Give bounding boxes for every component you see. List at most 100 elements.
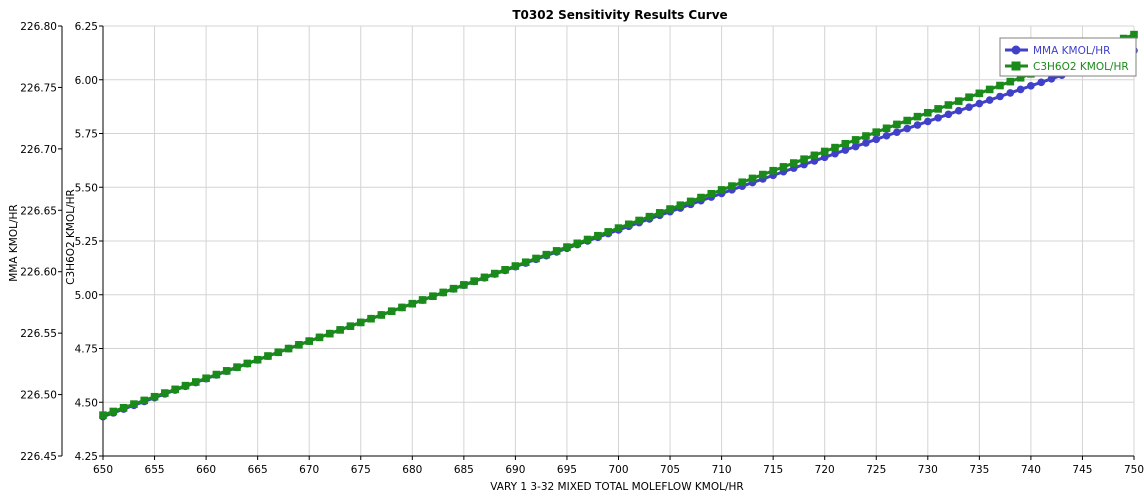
data-point-square bbox=[841, 139, 850, 148]
data-point-square bbox=[449, 284, 458, 293]
data-point-circle bbox=[1027, 82, 1035, 90]
data-point-square bbox=[810, 151, 819, 160]
x-tick-label: 710 bbox=[712, 464, 732, 476]
x-tick-label: 740 bbox=[1021, 464, 1041, 476]
data-point-square bbox=[820, 147, 829, 156]
data-point-square bbox=[903, 116, 911, 125]
data-point-circle bbox=[996, 92, 1004, 101]
data-point-circle bbox=[1016, 85, 1025, 94]
y2-tick-label: 4.75 bbox=[75, 344, 98, 356]
data-point-square bbox=[439, 288, 448, 297]
x-tick-label: 670 bbox=[299, 464, 319, 476]
data-point-square bbox=[480, 273, 489, 282]
x-tick-label: 660 bbox=[196, 464, 216, 476]
legend-entry-c3h6o2: C3H6O2 KMOL/HR bbox=[1005, 61, 1129, 73]
x-tick-label: 745 bbox=[1072, 464, 1092, 476]
data-point-square bbox=[274, 348, 283, 357]
data-point-square bbox=[625, 220, 633, 229]
x-tick-label: 750 bbox=[1124, 464, 1144, 476]
data-point-circle bbox=[913, 121, 922, 129]
data-point-square bbox=[99, 411, 107, 419]
data-point-square bbox=[604, 228, 612, 236]
data-point-square bbox=[377, 311, 386, 319]
data-point-square bbox=[429, 292, 437, 300]
data-point-circle bbox=[934, 114, 942, 122]
x-tick-label: 665 bbox=[248, 464, 268, 476]
data-point-circle bbox=[965, 103, 973, 111]
data-point-circle bbox=[1037, 78, 1046, 87]
data-point-square bbox=[191, 378, 200, 386]
data-point-square bbox=[130, 400, 138, 408]
data-point-square bbox=[655, 209, 664, 217]
data-point-square bbox=[666, 205, 674, 213]
data-point-square bbox=[336, 326, 344, 334]
data-point-circle bbox=[831, 149, 839, 158]
data-point-square bbox=[284, 344, 293, 353]
data-point-square bbox=[1130, 30, 1138, 39]
data-point-square bbox=[614, 224, 623, 232]
x-tick-label: 695 bbox=[557, 464, 577, 476]
data-point-square bbox=[759, 170, 767, 179]
data-point-square bbox=[985, 85, 994, 94]
data-point-circle bbox=[893, 128, 901, 136]
data-point-circle bbox=[1006, 89, 1015, 97]
data-point-square bbox=[975, 89, 984, 98]
data-point-square bbox=[315, 333, 324, 342]
x-tick-label: 735 bbox=[969, 464, 989, 476]
data-point-square bbox=[645, 212, 654, 221]
y1-tick-label: 226.80 bbox=[20, 21, 57, 33]
data-point-square bbox=[573, 239, 582, 248]
data-point-square bbox=[398, 303, 406, 312]
data-point-square bbox=[460, 281, 468, 289]
y2-tick-label: 5.75 bbox=[75, 129, 98, 141]
data-point-square bbox=[150, 392, 159, 401]
data-point-square bbox=[789, 159, 798, 167]
x-tick-label: 650 bbox=[93, 464, 113, 476]
x-tick-label: 685 bbox=[454, 464, 474, 476]
x-tick-label: 680 bbox=[402, 464, 422, 476]
x-tick-label: 730 bbox=[918, 464, 938, 476]
data-point-square bbox=[233, 363, 241, 371]
data-point-square bbox=[748, 174, 757, 183]
x-tick-label: 705 bbox=[660, 464, 680, 476]
data-point-square bbox=[326, 329, 334, 338]
y1-tick-label: 226.65 bbox=[20, 205, 57, 217]
data-point-square bbox=[583, 235, 592, 244]
data-point-square bbox=[305, 337, 313, 345]
data-point-square bbox=[243, 359, 252, 368]
data-point-square bbox=[1006, 77, 1015, 86]
data-point-square bbox=[934, 105, 942, 113]
data-point-square bbox=[501, 266, 509, 274]
data-point-circle bbox=[975, 99, 984, 108]
data-point-square bbox=[356, 318, 365, 327]
legend-label-mma: MMA KMOL/HR bbox=[1033, 45, 1110, 57]
y2-tick-label: 5.50 bbox=[75, 182, 98, 194]
data-point-square bbox=[563, 243, 571, 251]
chart-title: T0302 Sensitivity Results Curve bbox=[512, 8, 727, 22]
data-point-square bbox=[222, 367, 231, 375]
data-point-square bbox=[119, 403, 128, 412]
y1-axis-label: MMA KMOL/HR bbox=[8, 204, 20, 281]
data-point-square bbox=[521, 258, 530, 267]
data-point-square bbox=[862, 132, 870, 140]
data-point-square bbox=[470, 277, 478, 285]
x-tick-label: 720 bbox=[815, 464, 835, 476]
data-point-circle bbox=[924, 117, 932, 126]
data-point-circle bbox=[944, 110, 953, 119]
legend-box bbox=[999, 37, 1137, 77]
y2-tick-label: 4.50 bbox=[75, 397, 98, 409]
series-layer bbox=[99, 30, 1138, 421]
data-point-square bbox=[872, 128, 881, 136]
data-point-square bbox=[686, 197, 695, 206]
data-point-square bbox=[295, 341, 303, 349]
data-point-circle bbox=[985, 96, 994, 104]
y1-tick-label: 226.75 bbox=[20, 82, 57, 94]
legend-entry-mma: MMA KMOL/HR bbox=[1005, 45, 1110, 57]
data-point-square bbox=[1016, 73, 1025, 82]
data-point-circle bbox=[872, 135, 881, 144]
data-point-square bbox=[346, 322, 355, 330]
x-axis-label: VARY 1 3-32 MIXED TOTAL MOLEFLOW KMOL/HR bbox=[490, 481, 743, 493]
data-point-square bbox=[707, 189, 716, 198]
